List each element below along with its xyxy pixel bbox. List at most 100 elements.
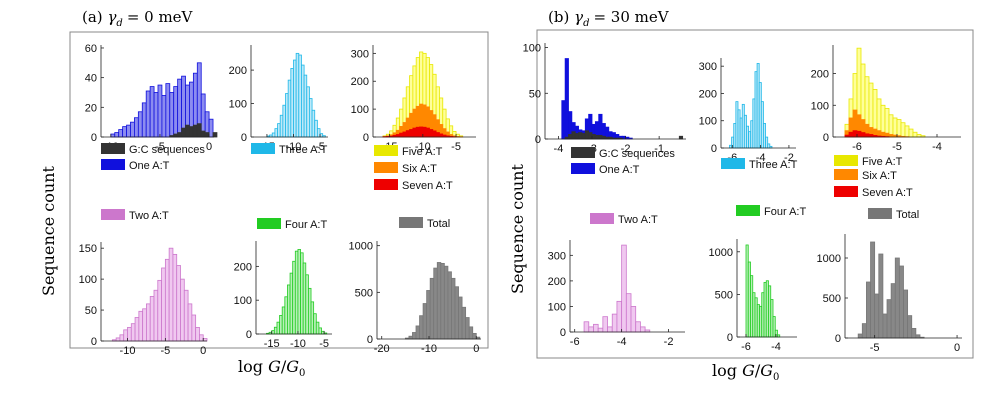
bar-one <box>110 133 116 138</box>
bar-four <box>273 326 278 335</box>
bar-two <box>630 306 637 333</box>
x-tick-label: -6 <box>852 141 862 153</box>
y-tick-label: 100 <box>234 295 252 307</box>
bar-gc <box>204 132 210 138</box>
bar-two <box>607 326 613 333</box>
bar-one <box>130 121 135 138</box>
y-tick-label: 0 <box>835 333 841 345</box>
bar-total <box>451 277 456 340</box>
bar-five <box>908 128 914 138</box>
legend-swatch <box>590 213 614 224</box>
bar-one <box>137 111 143 138</box>
y-tick-label: 0 <box>363 132 369 144</box>
y-tick-label: 1000 <box>817 253 841 265</box>
bar-two <box>176 265 181 342</box>
bar-two <box>625 293 632 333</box>
y-tick-label: 200 <box>351 76 369 88</box>
bar-one <box>122 126 127 138</box>
bar-gc <box>591 134 596 140</box>
bar-two <box>157 279 162 342</box>
y-tick-label: 1000 <box>349 241 373 253</box>
bar-total <box>408 335 413 340</box>
bar-total <box>461 306 467 340</box>
bar-total <box>465 317 470 340</box>
bar-one <box>169 92 175 138</box>
bar-gc <box>173 133 179 138</box>
legend-swatch <box>399 217 423 228</box>
bar-one <box>153 92 159 138</box>
legend-swatch <box>101 209 125 220</box>
bar-seven <box>422 126 427 138</box>
y-tick-label: 500 <box>355 287 373 299</box>
legend-label: Six A:T <box>862 170 897 182</box>
bar-total <box>440 262 445 340</box>
legend-label: Seven A:T <box>862 187 913 199</box>
y-tick-label: 100 <box>79 274 97 286</box>
legend-item: Two A:T <box>101 209 169 222</box>
bar-two <box>593 323 599 333</box>
x-tick-label: -2 <box>784 152 794 164</box>
bar-two <box>199 334 204 342</box>
bar-two <box>195 326 200 342</box>
bar-seven <box>399 132 404 138</box>
legend-swatch <box>251 143 275 154</box>
bar-one <box>165 83 171 138</box>
y-tick-label: 500 <box>715 289 733 301</box>
bar-seven <box>429 129 434 138</box>
legend-item: One A:T <box>571 163 640 176</box>
x-tick-label: -5 <box>451 141 461 153</box>
bar-seven <box>425 127 430 138</box>
bar-five <box>892 117 898 138</box>
bar-total <box>907 315 913 339</box>
bar-seven <box>432 130 437 138</box>
series-two <box>111 247 208 342</box>
x-tick-label: 0 <box>954 342 960 354</box>
legend-swatch <box>834 186 858 197</box>
panel-b-title: (b) γd = 30 meV <box>548 8 670 29</box>
bar-two <box>183 289 189 342</box>
bar-four <box>310 301 315 335</box>
bar-gc <box>584 130 590 140</box>
series-total <box>857 241 925 339</box>
legend-item: Total <box>868 208 919 221</box>
bar-total <box>861 323 867 339</box>
bar-five <box>896 119 902 138</box>
legend-swatch <box>571 147 595 158</box>
x-tick-label: -4 <box>771 341 781 353</box>
bar-two <box>621 244 627 333</box>
bar-one <box>621 135 626 140</box>
y-tick-label: 0 <box>823 132 829 144</box>
y-tick-label: 1000 <box>709 247 733 259</box>
legend-label: Three A:T <box>749 159 798 171</box>
bar-total <box>911 327 917 339</box>
bar-seven <box>409 129 414 138</box>
bar-total <box>447 271 452 340</box>
y-tick-label: 0 <box>367 334 373 346</box>
series-four <box>266 249 328 335</box>
bar-seven <box>412 127 417 138</box>
y-tick-label: 0 <box>91 336 97 348</box>
bar-two <box>130 323 136 342</box>
bar-two <box>142 308 147 342</box>
x-tick-label: -10 <box>421 343 437 355</box>
bar-two <box>611 313 618 333</box>
legend-swatch <box>834 155 858 166</box>
panel-b-xlabel: log G/G0 <box>712 361 779 383</box>
legend-label: Three A:T <box>279 144 328 156</box>
chart-b2: -6 -4 -2 0 100 200 300 Two A:T <box>548 213 685 348</box>
x-tick-label: -5 <box>319 338 329 350</box>
legend-swatch <box>736 205 760 216</box>
legend-label: Total <box>427 218 450 230</box>
bar-total <box>903 289 909 339</box>
bar-total <box>426 290 431 340</box>
bar-seven <box>439 133 444 138</box>
chart-a2: -10 -5 0 0 50 100 150 Two A:T <box>79 209 208 357</box>
legend-swatch <box>571 163 595 174</box>
bar-one <box>161 95 167 138</box>
bar-one <box>145 90 151 138</box>
x-tick-label: 0 <box>206 141 212 153</box>
